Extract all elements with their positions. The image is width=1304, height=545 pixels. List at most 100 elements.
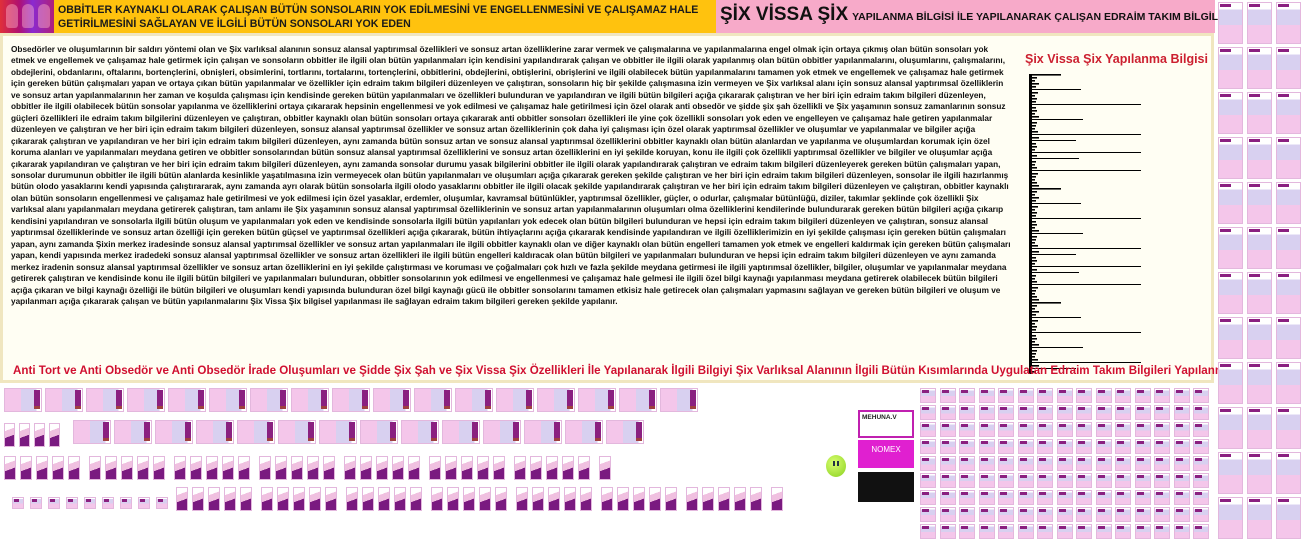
thumbnail-image[interactable]	[19, 423, 30, 447]
thumbnail-image[interactable]	[1276, 92, 1301, 134]
thumbnail-image[interactable]	[278, 420, 316, 444]
thumbnail-image[interactable]	[1134, 388, 1151, 403]
thumbnail-image[interactable]	[920, 439, 936, 454]
thumbnail-image[interactable]	[1056, 490, 1073, 505]
thumbnail-image[interactable]	[196, 420, 234, 444]
thumbnail-image[interactable]	[1276, 227, 1301, 269]
thumbnail-image[interactable]	[1017, 422, 1034, 437]
thumbnail-image[interactable]	[307, 456, 319, 480]
thumbnail-image[interactable]	[1247, 137, 1272, 179]
thumbnail-image[interactable]	[1276, 137, 1301, 179]
thumbnail-image[interactable]	[1276, 362, 1301, 404]
ad-banner-3[interactable]	[858, 472, 914, 502]
thumbnail-image[interactable]	[564, 487, 576, 511]
thumbnail-image[interactable]	[275, 456, 287, 480]
thumbnail-image[interactable]	[495, 487, 507, 511]
thumbnail-image[interactable]	[12, 497, 24, 509]
thumbnail-image[interactable]	[1037, 422, 1053, 437]
thumbnail-image[interactable]	[360, 456, 372, 480]
thumbnail-image[interactable]	[222, 456, 234, 480]
thumbnail-image[interactable]	[1037, 456, 1053, 471]
thumbnail-image[interactable]	[1247, 497, 1272, 539]
thumbnail-image[interactable]	[998, 422, 1014, 437]
thumbnail-image[interactable]	[408, 456, 420, 480]
thumbnail-image[interactable]	[259, 456, 271, 480]
thumbnail-image[interactable]	[114, 420, 152, 444]
thumbnail-image[interactable]	[920, 456, 936, 471]
thumbnail-image[interactable]	[920, 524, 936, 539]
ad-banner-1[interactable]: MEHUNA.V	[858, 410, 914, 438]
thumbnail-image[interactable]	[617, 487, 629, 511]
thumbnail-image[interactable]	[461, 456, 473, 480]
thumbnail-image[interactable]	[1218, 317, 1243, 359]
thumbnail-image[interactable]	[52, 456, 64, 480]
thumbnail-image[interactable]	[138, 497, 150, 509]
thumbnail-image[interactable]	[1154, 405, 1170, 420]
thumbnail-image[interactable]	[34, 423, 45, 447]
thumbnail-image[interactable]	[1056, 405, 1073, 420]
thumbnail-image[interactable]	[1076, 507, 1092, 522]
thumbnail-image[interactable]	[323, 456, 335, 480]
thumbnail-image[interactable]	[45, 388, 83, 412]
thumbnail-image[interactable]	[998, 456, 1014, 471]
thumbnail-image[interactable]	[578, 456, 590, 480]
thumbnail-image[interactable]	[1115, 422, 1131, 437]
thumbnail-image[interactable]	[1017, 456, 1034, 471]
thumbnail-image[interactable]	[601, 487, 613, 511]
thumbnail-image[interactable]	[1076, 456, 1092, 471]
thumbnail-image[interactable]	[1154, 524, 1170, 539]
thumbnail-image[interactable]	[1017, 405, 1034, 420]
thumbnail-image[interactable]	[1134, 405, 1151, 420]
thumbnail-image[interactable]	[750, 487, 762, 511]
thumbnail-image[interactable]	[959, 524, 975, 539]
thumbnail-image[interactable]	[959, 422, 975, 437]
thumbnail-image[interactable]	[920, 388, 936, 403]
thumbnail-image[interactable]	[4, 456, 16, 480]
thumbnail-image[interactable]	[463, 487, 475, 511]
thumbnail-image[interactable]	[1193, 507, 1209, 522]
thumbnail-image[interactable]	[1076, 405, 1092, 420]
thumbnail-image[interactable]	[1173, 388, 1190, 403]
thumbnail-image[interactable]	[49, 423, 60, 447]
thumbnail-image[interactable]	[238, 456, 250, 480]
thumbnail-image[interactable]	[190, 456, 202, 480]
thumbnail-image[interactable]	[546, 456, 558, 480]
thumbnail-image[interactable]	[102, 497, 114, 509]
thumbnail-image[interactable]	[250, 388, 288, 412]
thumbnail-image[interactable]	[344, 456, 356, 480]
thumbnail-image[interactable]	[121, 456, 133, 480]
thumbnail-image[interactable]	[939, 388, 956, 403]
thumbnail-image[interactable]	[959, 405, 975, 420]
thumbnail-image[interactable]	[455, 388, 493, 412]
thumbnail-image[interactable]	[373, 388, 411, 412]
thumbnail-image[interactable]	[1276, 317, 1301, 359]
thumbnail-image[interactable]	[1193, 388, 1209, 403]
thumbnail-image[interactable]	[1076, 473, 1092, 488]
thumbnail-image[interactable]	[1076, 388, 1092, 403]
thumbnail-image[interactable]	[920, 507, 936, 522]
thumbnail-image[interactable]	[1095, 507, 1112, 522]
thumbnail-image[interactable]	[362, 487, 374, 511]
thumbnail-image[interactable]	[1134, 490, 1151, 505]
thumbnail-image[interactable]	[1154, 456, 1170, 471]
thumbnail-image[interactable]	[1247, 47, 1272, 89]
thumbnail-image[interactable]	[1173, 422, 1190, 437]
thumbnail-image[interactable]	[1095, 524, 1112, 539]
thumbnail-image[interactable]	[174, 456, 186, 480]
thumbnail-image[interactable]	[530, 456, 542, 480]
thumbnail-image[interactable]	[1115, 439, 1131, 454]
thumbnail-image[interactable]	[332, 388, 370, 412]
thumbnail-image[interactable]	[73, 420, 111, 444]
thumbnail-image[interactable]	[920, 490, 936, 505]
thumbnail-image[interactable]	[718, 487, 730, 511]
thumbnail-image[interactable]	[998, 405, 1014, 420]
thumbnail-image[interactable]	[1276, 452, 1301, 494]
thumbnail-image[interactable]	[1037, 405, 1053, 420]
thumbnail-image[interactable]	[1218, 182, 1243, 224]
thumbnail-image[interactable]	[442, 420, 480, 444]
thumbnail-image[interactable]	[1017, 490, 1034, 505]
thumbnail-image[interactable]	[665, 487, 677, 511]
thumbnail-image[interactable]	[414, 388, 452, 412]
thumbnail-image[interactable]	[978, 439, 995, 454]
thumbnail-image[interactable]	[1115, 524, 1131, 539]
